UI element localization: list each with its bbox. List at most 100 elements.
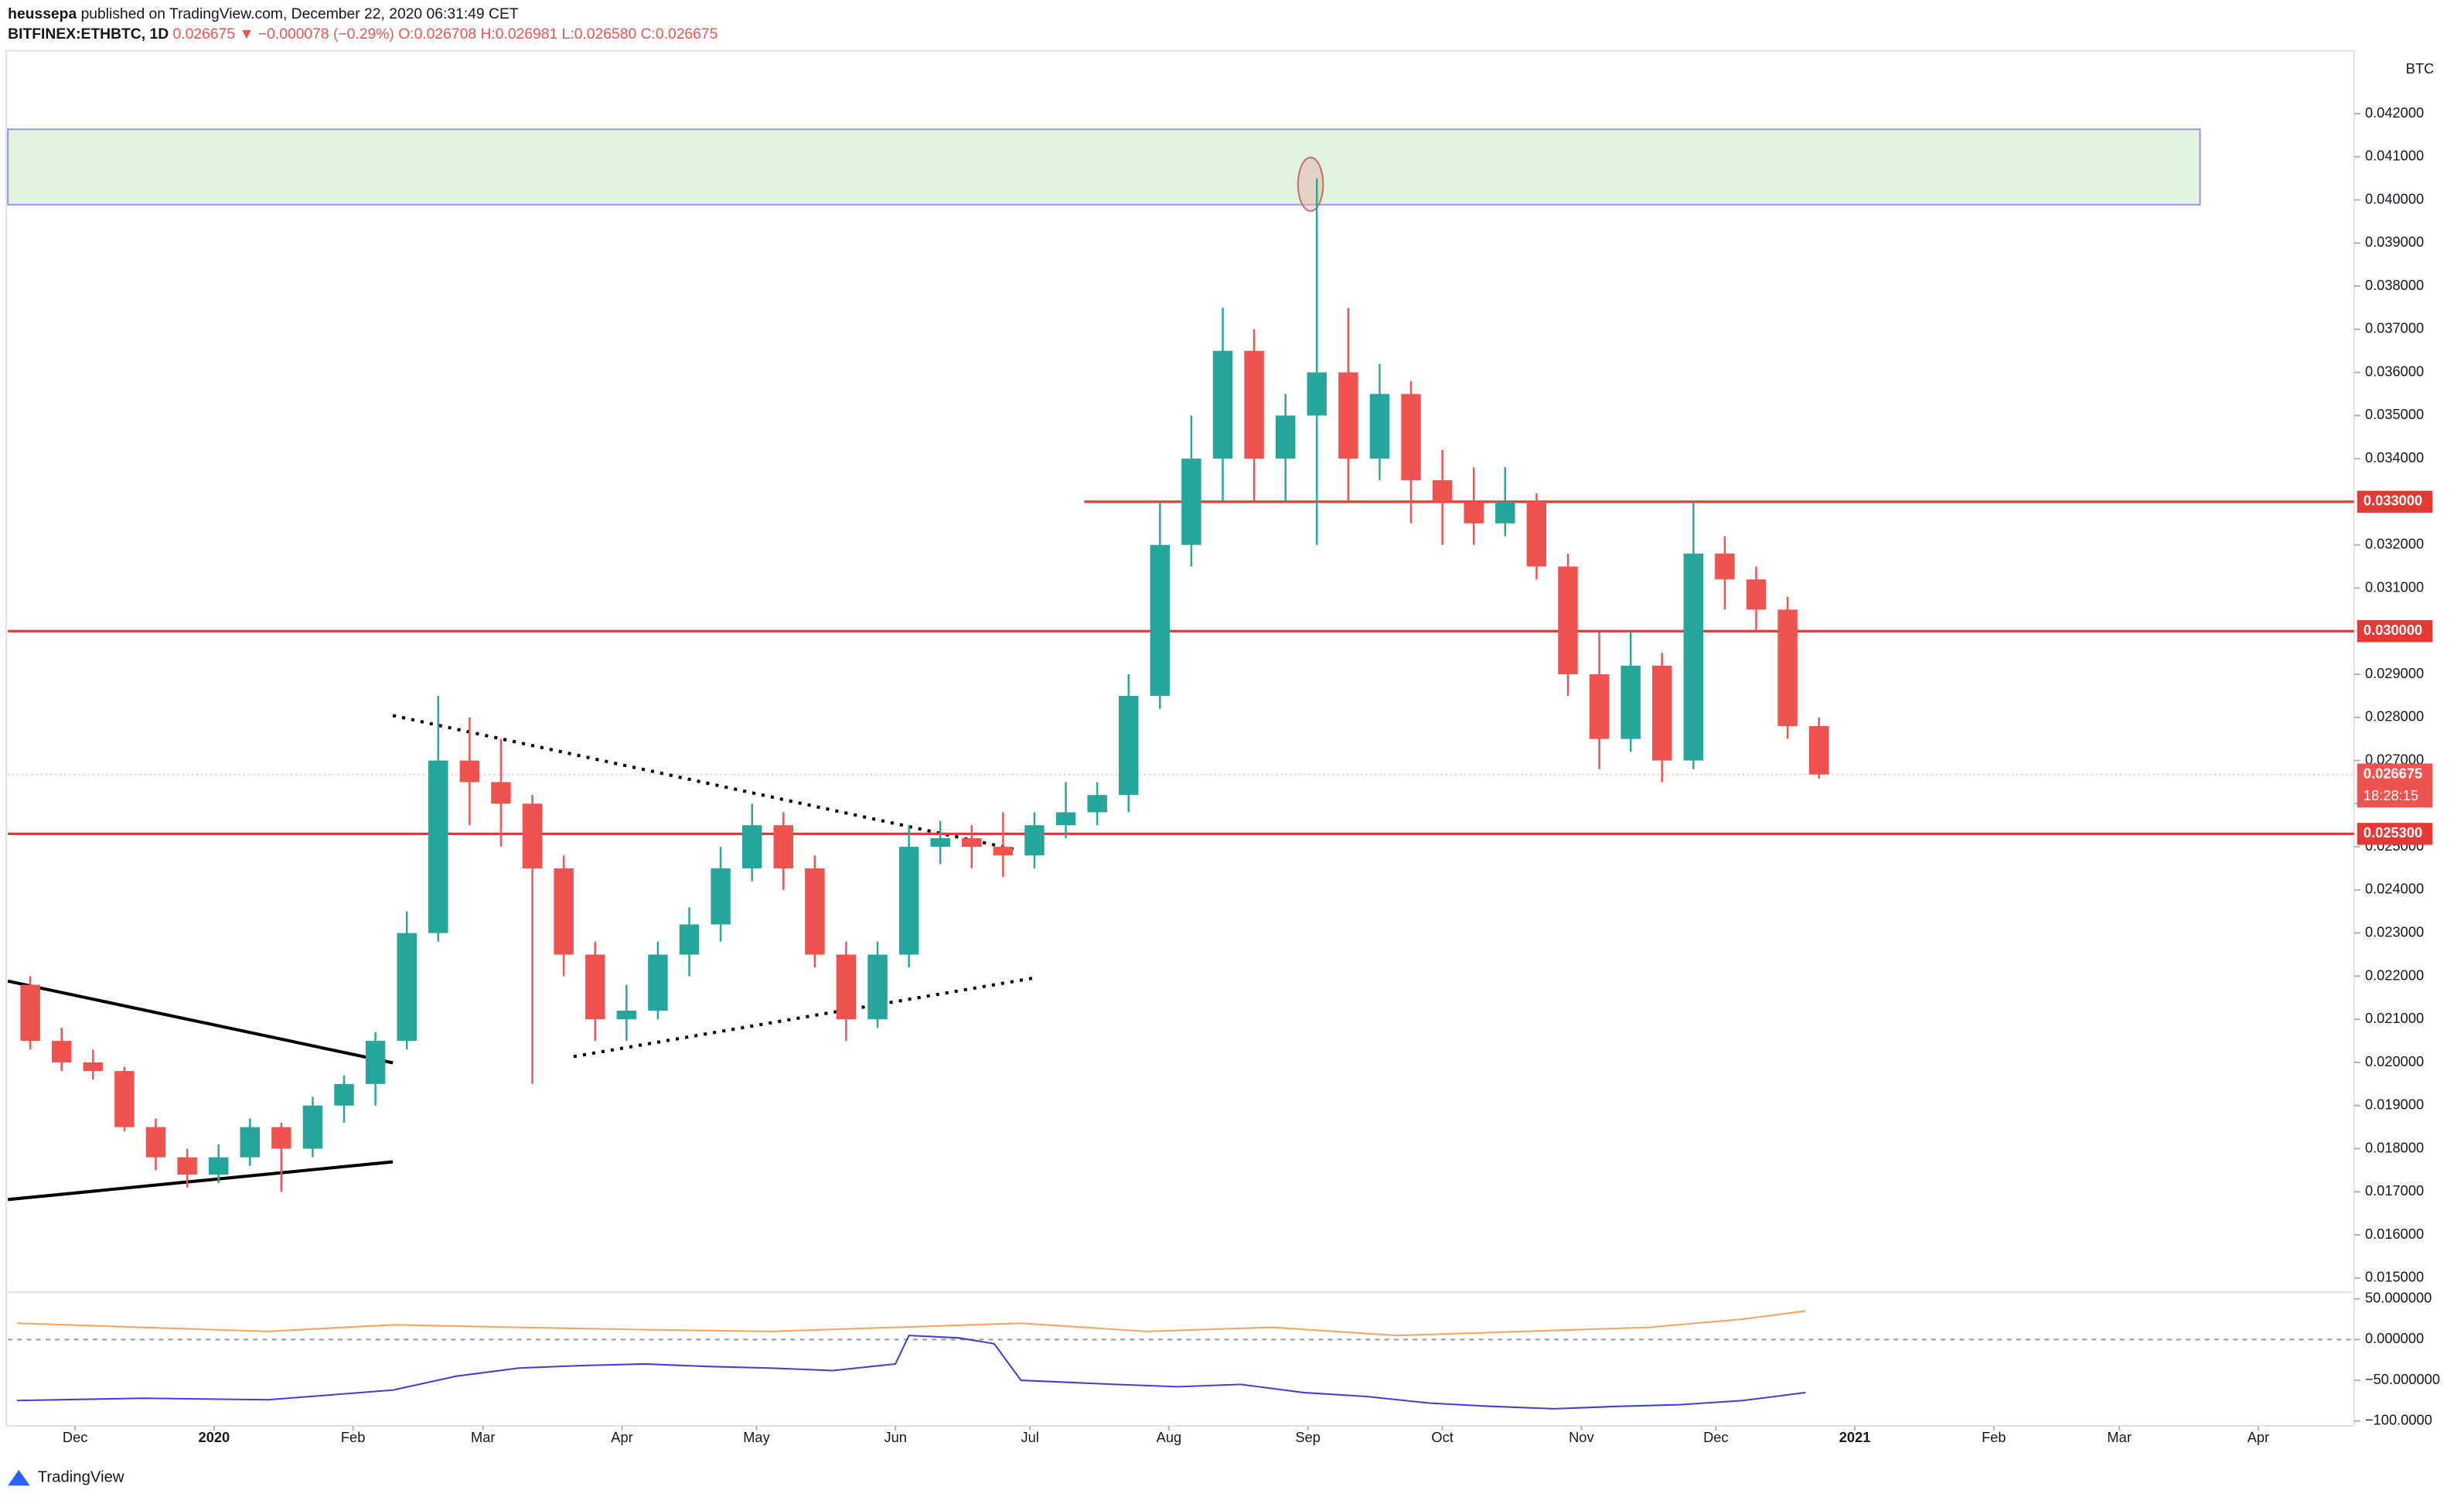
last-price-label: 0.026675 [2363, 766, 2422, 782]
candle-body [1401, 394, 1421, 481]
candle-body [1683, 553, 1704, 761]
candle-body [1495, 501, 1515, 523]
candle-body [1746, 579, 1767, 610]
y-tick-label: 0.000000 [2365, 1330, 2424, 1346]
countdown: 18:28:15 [2363, 787, 2418, 803]
currency: BTC [2406, 60, 2435, 77]
candle-body [648, 954, 668, 1011]
x-tick-label: 2020 [199, 1429, 230, 1445]
candle-body [177, 1157, 197, 1175]
x-tick-label: Feb [341, 1429, 366, 1445]
last: 0.026675 [173, 26, 236, 43]
candle-body [1369, 394, 1390, 459]
footer: TradingView [8, 1468, 124, 1485]
candle-body [679, 924, 700, 955]
level-label-box [2357, 490, 2433, 513]
candle-body [1150, 544, 1171, 696]
candle-body [365, 1041, 386, 1084]
candle-body [805, 868, 825, 955]
candle-body [1119, 695, 1139, 796]
highlight-circle [1297, 156, 1324, 212]
y-tick-label: 0.035000 [2365, 406, 2424, 422]
y-tick-label: 0.021000 [2365, 1010, 2424, 1026]
candle-body [1244, 350, 1264, 459]
trendline [7, 979, 394, 1065]
candle-body [240, 1127, 261, 1158]
y-tick-label: 0.032000 [2365, 536, 2424, 552]
trendline [7, 1160, 394, 1202]
y-tick-label: 0.038000 [2365, 277, 2424, 293]
candle-body [271, 1127, 291, 1149]
candle-body [1526, 501, 1547, 567]
y-tick-label: 0.036000 [2365, 363, 2424, 379]
open: O:0.026708 [398, 26, 476, 43]
trendline [573, 976, 1034, 1059]
y-tick-label: 0.022000 [2365, 967, 2424, 983]
header-line: heussepa published on TradingView.com, D… [8, 6, 519, 22]
x-tick-label: Oct [1431, 1429, 1453, 1445]
candle-body [1212, 350, 1233, 459]
x-tick-label: Feb [1982, 1429, 2006, 1445]
x-tick-label: Nov [1569, 1429, 1594, 1445]
candle-body [1558, 566, 1578, 675]
y-tick-label: 0.019000 [2365, 1096, 2424, 1113]
candle-body [1275, 415, 1296, 459]
candle-body [1087, 795, 1107, 813]
candle-body [1589, 674, 1610, 739]
y-tick-label: 0.027000 [2365, 751, 2424, 767]
candle-body [616, 1011, 637, 1020]
y-tick-label: 0.028000 [2365, 708, 2424, 725]
y-tick-label: −100.0000 [2365, 1412, 2432, 1428]
candle-body [1621, 665, 1641, 739]
series-layer: 0.015000 0.016000 0.017000 0.018000 0.019000… [8, 60, 2440, 1445]
candle-body [397, 933, 417, 1042]
plot-frame [5, 49, 2355, 1427]
candle-body [836, 954, 857, 1020]
level-label-box [2357, 620, 2433, 643]
y-tick-label: 0.039000 [2365, 234, 2424, 250]
candle-body [1055, 812, 1076, 826]
y-tick-label: 0.034000 [2365, 449, 2424, 465]
x-tick-label: Jul [1021, 1429, 1038, 1445]
y-tick-label: 0.037000 [2365, 320, 2424, 336]
x-tick-label: Dec [63, 1429, 88, 1445]
level-label: 0.025300 [2363, 824, 2422, 841]
y-tick-label: 50.000000 [2365, 1290, 2432, 1306]
y-tick-label: −50.000000 [2365, 1371, 2440, 1387]
candle-body [962, 837, 982, 847]
level-label-box [2357, 823, 2433, 845]
y-tick-label: 0.023000 [2365, 923, 2424, 939]
y-tick-label: 0.040000 [2365, 190, 2424, 206]
candle-body [208, 1157, 229, 1175]
arrow: ▼ [239, 26, 254, 43]
y-tick-label: 0.018000 [2365, 1139, 2424, 1155]
y-tick-label: 0.029000 [2365, 665, 2424, 681]
publisher: heussepa [8, 6, 77, 22]
candle-body [1652, 665, 1672, 761]
candle-body [1024, 825, 1045, 856]
candle-body [459, 760, 480, 783]
level-label: 0.030000 [2363, 622, 2422, 638]
last-price-box [2357, 763, 2433, 808]
candle-body [1464, 501, 1484, 523]
resistance-zone [7, 128, 2201, 206]
logo [8, 1469, 30, 1486]
y-tick-label: 0.020000 [2365, 1053, 2424, 1069]
indicator-line [16, 1335, 1806, 1410]
x-tick-label: May [743, 1429, 770, 1445]
x-tick-label: 2021 [1839, 1429, 1871, 1445]
candle-body [1181, 459, 1201, 545]
y-tick-label: 0.016000 [2365, 1226, 2424, 1242]
candle-body [930, 837, 950, 847]
y-tick-label: 0.041000 [2365, 148, 2424, 164]
brand: TradingView [38, 1468, 124, 1485]
candle-body [428, 760, 448, 933]
symbol: BITFINEX:ETHBTC, 1D [8, 26, 169, 43]
x-tick-label: Jun [884, 1429, 906, 1445]
candle-body [51, 1041, 72, 1062]
x-tick-label: Apr [2248, 1429, 2269, 1445]
close: C:0.026675 [641, 26, 718, 43]
trendline [392, 714, 1014, 851]
